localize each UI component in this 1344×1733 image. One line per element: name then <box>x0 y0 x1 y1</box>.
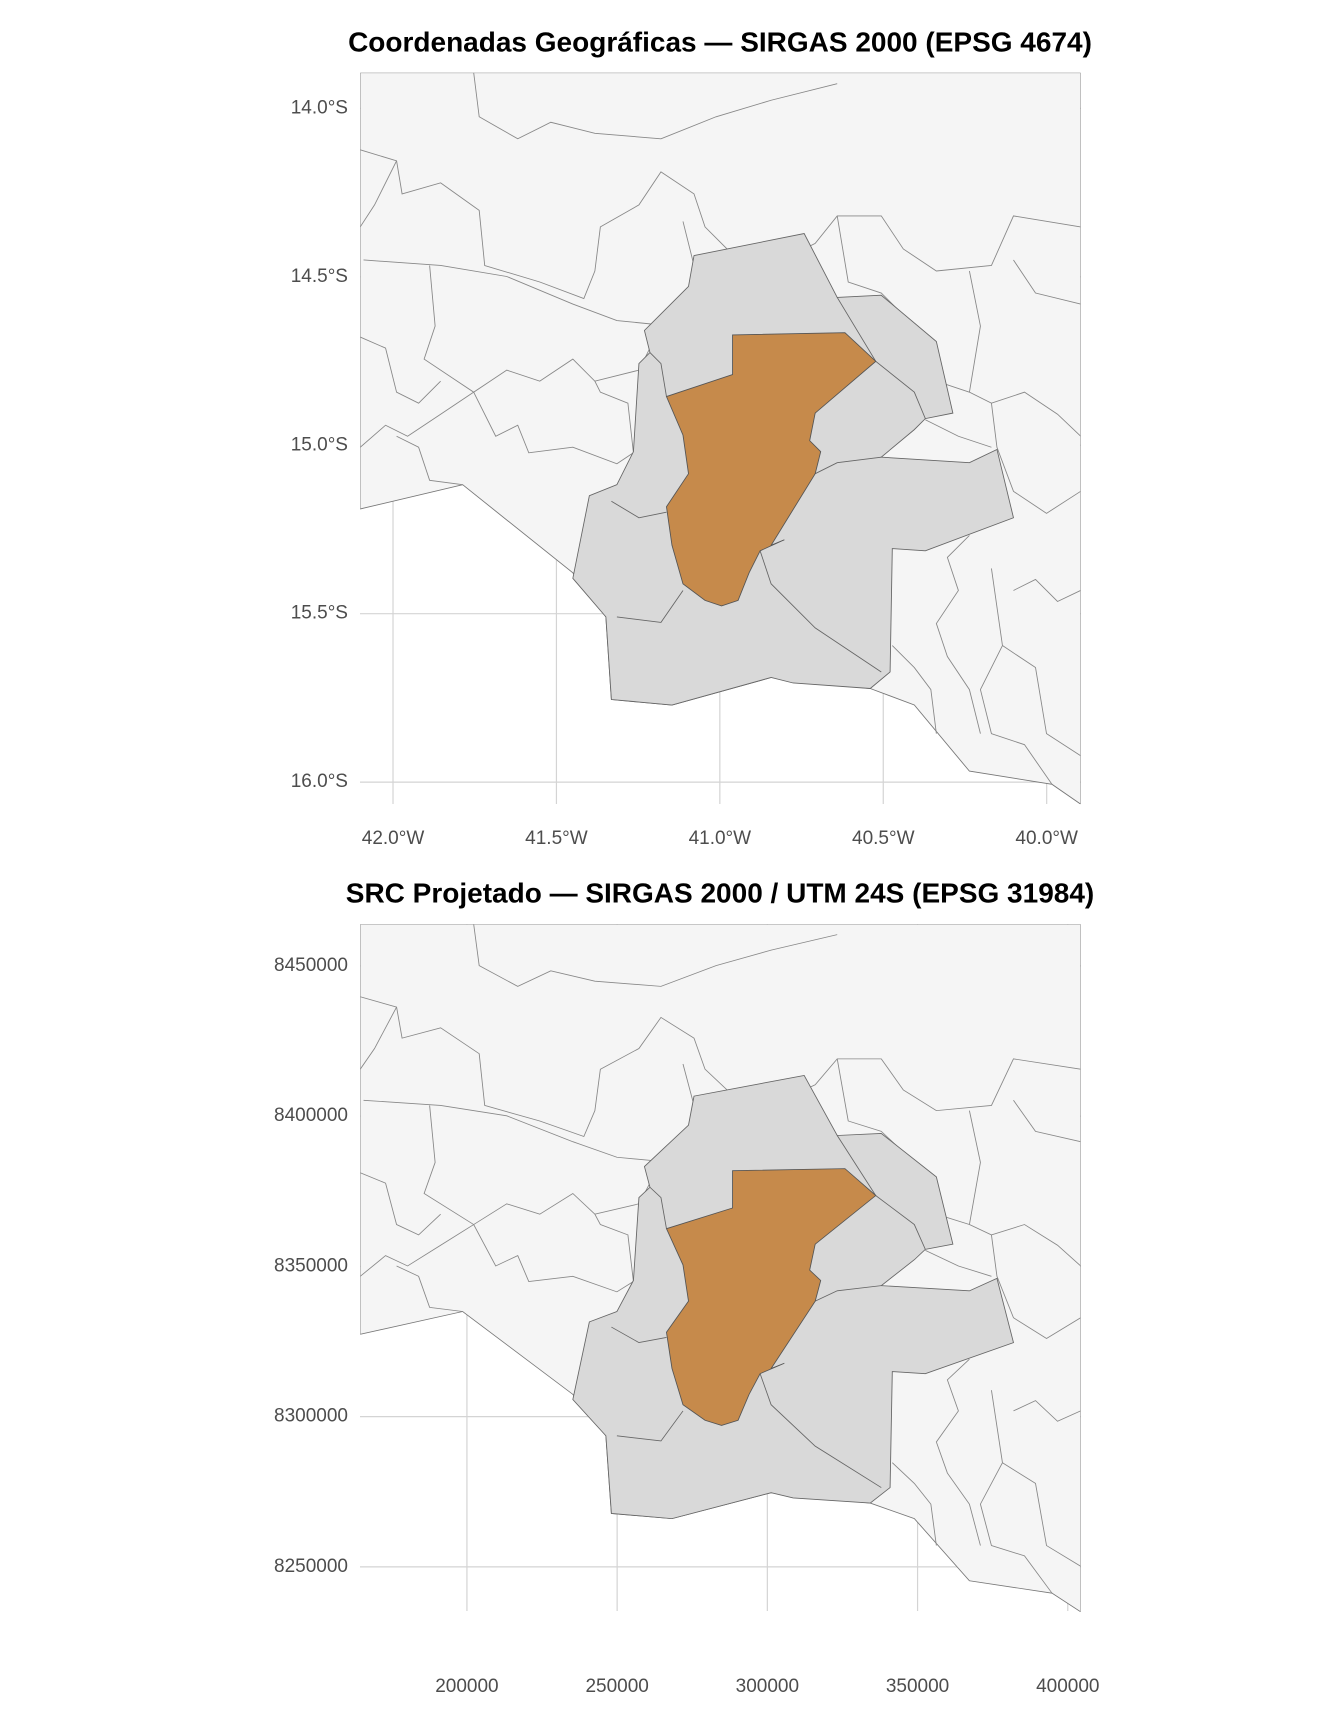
x-tick-label: 40.0°W <box>1015 828 1078 849</box>
y-tick-label: 8350000 <box>274 1255 348 1276</box>
x-tick-label: 250000 <box>585 1676 648 1697</box>
y-tick-label: 15.0°S <box>291 434 348 455</box>
x-tick-label: 350000 <box>886 1676 949 1697</box>
y-tick-label: 8300000 <box>274 1406 348 1427</box>
x-tick-label: 41.5°W <box>525 828 588 849</box>
y-tick-label: 14.0°S <box>291 97 348 118</box>
x-tick-label: 200000 <box>435 1676 498 1697</box>
map-panel <box>360 72 1081 805</box>
y-tick-label: 15.5°S <box>291 603 348 624</box>
x-tick-label: 41.0°W <box>689 828 752 849</box>
x-tick-label: 42.0°W <box>362 828 425 849</box>
map-panel <box>360 924 1081 1612</box>
x-tick-label: 40.5°W <box>852 828 915 849</box>
y-tick-label: 8450000 <box>274 955 348 976</box>
y-tick-label: 14.5°S <box>291 266 348 287</box>
y-tick-label: 8400000 <box>274 1105 348 1126</box>
x-tick-label: 400000 <box>1036 1676 1099 1697</box>
map-title: SRC Projetado — SIRGAS 2000 / UTM 24S (E… <box>346 877 1094 908</box>
y-tick-label: 16.0°S <box>291 771 348 792</box>
map-title: Coordenadas Geográficas — SIRGAS 2000 (E… <box>348 26 1092 57</box>
x-tick-label: 300000 <box>736 1676 799 1697</box>
y-tick-label: 8250000 <box>274 1556 348 1577</box>
